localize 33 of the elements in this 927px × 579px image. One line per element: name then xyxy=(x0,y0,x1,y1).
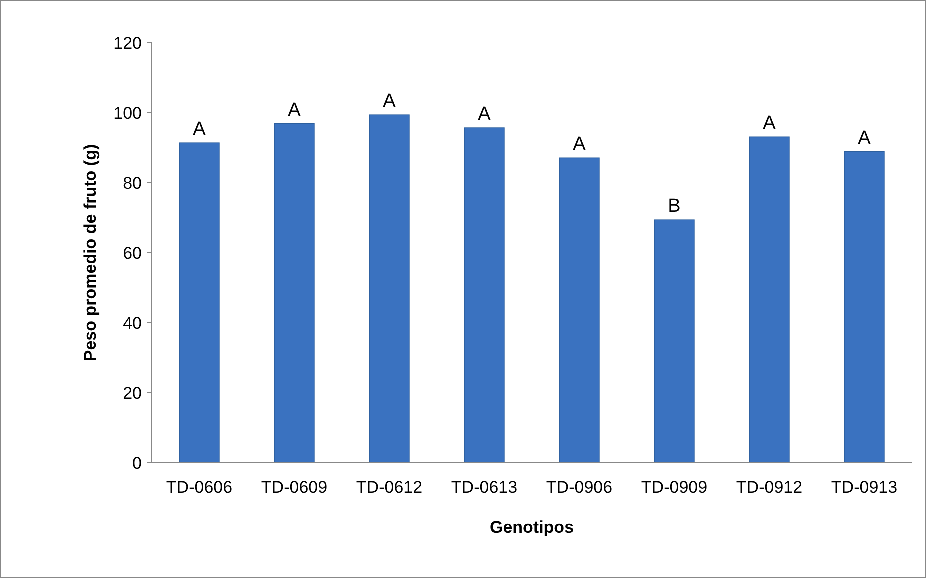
x-tick-label: TD-0913 xyxy=(831,478,898,497)
bar xyxy=(844,151,885,464)
annotation: A xyxy=(858,128,872,149)
y-tick-label: 120 xyxy=(114,34,142,53)
x-tick-label: TD-0912 xyxy=(736,478,803,497)
y-tick-label: 100 xyxy=(114,104,142,123)
y-tick-label: 0 xyxy=(132,454,142,473)
bar xyxy=(749,136,790,464)
annotation: A xyxy=(193,119,206,140)
y-axis-title: Peso promedio de fruto (g) xyxy=(80,144,100,362)
annotation: A xyxy=(288,100,302,121)
y-tick-label: 40 xyxy=(123,314,142,333)
bar xyxy=(559,158,600,464)
x-tick-label: TD-0606 xyxy=(166,478,233,497)
x-tick-label: TD-0906 xyxy=(546,478,613,497)
y-tick-label: 80 xyxy=(123,174,142,193)
bar xyxy=(654,220,695,464)
bar xyxy=(179,142,220,464)
x-tick-label: TD-0613 xyxy=(451,478,518,497)
bar xyxy=(464,128,505,464)
bar xyxy=(274,123,315,464)
annotation: A xyxy=(478,104,492,126)
x-axis-title: Genotipos xyxy=(490,518,574,537)
annotation: A xyxy=(763,113,776,134)
x-tick-label: TD-0909 xyxy=(641,478,708,497)
x-tick-label: TD-0612 xyxy=(356,478,423,497)
annotation: A xyxy=(383,91,396,112)
x-tick-label: TD-0609 xyxy=(261,478,328,497)
annotation: A xyxy=(573,134,586,156)
y-tick-label: 60 xyxy=(123,244,142,263)
y-tick-label: 20 xyxy=(123,384,142,403)
bar xyxy=(369,114,410,464)
annotation: B xyxy=(668,196,681,218)
